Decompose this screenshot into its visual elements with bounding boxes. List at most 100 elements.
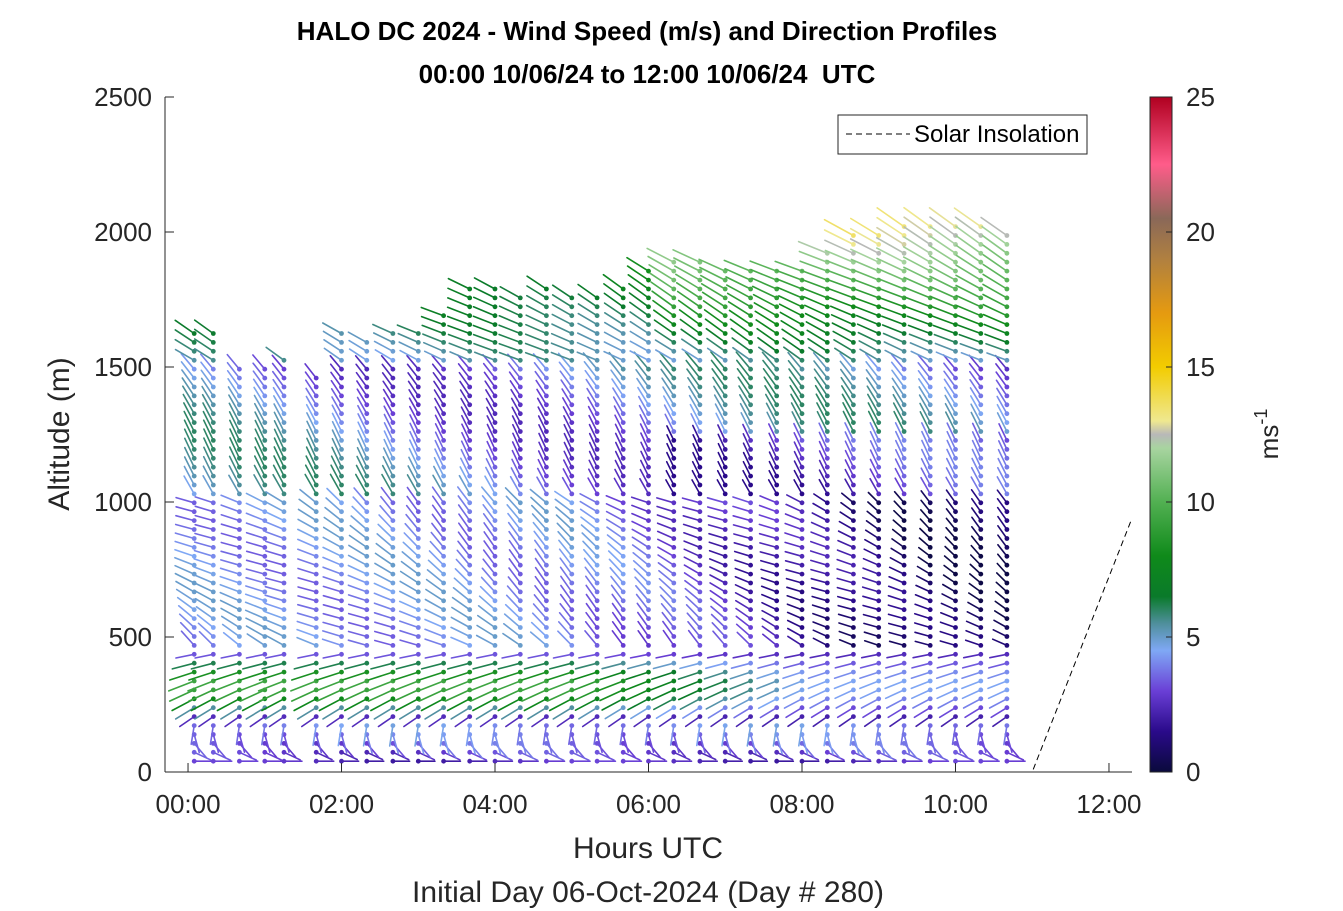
wind-barb-point: [953, 411, 958, 417]
wind-barb-point: [191, 411, 197, 417]
wind-barb: [254, 411, 266, 433]
wind-barb-point: [978, 589, 984, 595]
wind-barb-point: [876, 384, 882, 390]
wind-barb: [894, 448, 905, 469]
wind-barb-point: [774, 366, 780, 372]
wind-barb-point: [697, 607, 703, 613]
wind-barb-point: [927, 259, 933, 265]
wind-barb: [424, 628, 445, 638]
wind-barb-point: [620, 491, 626, 497]
wind-barb-point: [620, 580, 626, 586]
wind-barb: [557, 630, 573, 647]
wind-barb: [424, 608, 445, 620]
wind-barb: [713, 385, 727, 406]
wind-barb: [655, 653, 675, 659]
wind-barb-point: [927, 304, 933, 310]
wind-barb-point: [748, 438, 753, 443]
wind-barb: [855, 314, 880, 326]
wind-barb: [724, 742, 738, 758]
wind-barb: [970, 403, 982, 424]
wind-barb: [585, 593, 598, 611]
wind-barb: [502, 622, 522, 638]
wind-barb-point: [364, 473, 370, 479]
wind-barb: [526, 275, 548, 290]
wind-barb-point: [671, 696, 677, 702]
wind-barb: [605, 510, 625, 522]
wind-barb-point: [237, 429, 242, 434]
wind-barb: [915, 584, 932, 593]
wind-barb: [910, 350, 932, 362]
wind-barb: [656, 538, 675, 549]
wind-barb: [494, 742, 509, 760]
wind-barb: [955, 244, 982, 264]
wind-barb: [242, 662, 266, 670]
wind-barb: [885, 697, 905, 709]
wind-barb: [908, 333, 932, 344]
wind-barb: [305, 455, 318, 477]
wind-barb-point: [722, 660, 728, 666]
wind-barb-point: [978, 393, 984, 399]
wind-barb: [880, 315, 905, 326]
wind-barb-point: [851, 651, 856, 657]
wind-barb: [737, 376, 752, 397]
wind-barb-point: [1004, 304, 1010, 310]
wind-barb: [929, 742, 944, 759]
wind-barb-point: [569, 741, 575, 746]
wind-barb-point: [697, 429, 703, 434]
wind-barb-point: [876, 464, 882, 470]
wind-barb: [426, 569, 445, 584]
wind-barb: [785, 494, 803, 504]
wind-barb-point: [492, 758, 498, 764]
wind-barb: [174, 572, 195, 584]
wind-barb: [322, 566, 343, 575]
wind-barb: [228, 464, 241, 486]
wind-barb-point: [415, 348, 421, 354]
wind-barb: [869, 477, 880, 495]
wind-barb-point: [646, 651, 651, 657]
wind-barb-point: [390, 527, 396, 532]
wind-barb-point: [313, 375, 319, 381]
wind-barb: [343, 697, 368, 712]
wind-barb-point: [467, 651, 473, 657]
wind-barb-point: [722, 447, 728, 452]
wind-barb-point: [281, 473, 287, 479]
wind-barb: [202, 474, 215, 495]
wind-barb-point: [646, 598, 651, 604]
wind-barb-point: [953, 660, 958, 666]
wind-barb: [367, 671, 394, 681]
wind-barb-point: [620, 464, 626, 470]
wind-barb-point: [517, 562, 523, 568]
wind-barb: [505, 495, 522, 513]
wind-barb: [383, 430, 394, 451]
wind-barb-point: [876, 643, 882, 648]
wind-barb-point: [191, 393, 197, 399]
wind-barb-point: [210, 455, 216, 461]
wind-barb: [536, 397, 548, 415]
wind-barb-point: [262, 411, 268, 417]
wind-barb: [383, 405, 394, 424]
wind-barb-point: [697, 438, 703, 443]
wind-barb-point: [927, 571, 933, 577]
wind-barb: [297, 518, 318, 531]
wind-barb-point: [339, 473, 344, 479]
wind-barb-point: [262, 375, 268, 381]
wind-barb: [993, 619, 1008, 629]
wind-barb: [786, 603, 803, 611]
wind-barb: [1006, 733, 1013, 754]
wind-barb: [611, 620, 625, 638]
wind-barb-point: [671, 527, 677, 532]
wind-barb-point: [569, 473, 575, 479]
wind-barb-point: [620, 545, 626, 550]
wind-barb: [954, 751, 974, 761]
wind-barb-point: [237, 545, 242, 550]
wind-barb: [408, 439, 420, 460]
wind-barb-point: [953, 429, 958, 434]
wind-barb-point: [390, 357, 396, 363]
wind-barb: [486, 449, 496, 469]
wind-barb-point: [620, 438, 626, 443]
wind-barb-point: [953, 669, 958, 675]
wind-barb: [388, 724, 394, 747]
wind-barb-point: [390, 384, 396, 390]
wind-barb: [182, 393, 195, 415]
wind-barb-point: [594, 696, 600, 702]
